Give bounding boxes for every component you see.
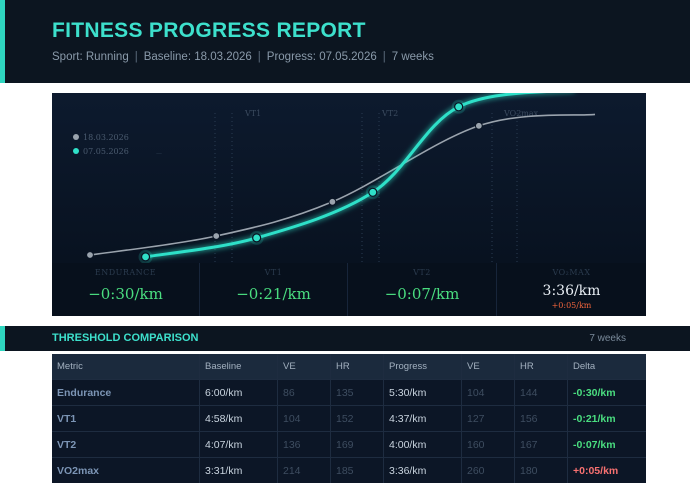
section-accent-bar — [0, 326, 5, 351]
section-title: THRESHOLD COMPARISON — [52, 332, 199, 344]
baseline-point — [328, 197, 337, 206]
cell-ve-baseline: 86 — [278, 380, 331, 406]
stat-value: −0:07/km — [384, 285, 460, 303]
delta-stats-row: ENDURANCE −0:30/km VT1 −0:21/km VT2 −0:0… — [52, 263, 646, 316]
stat-vo2max: VO₂MAX 3:36/km +0:05/km — [497, 263, 646, 316]
col-header-metric: Metric — [52, 354, 200, 380]
threshold-table: Metric Baseline VE HR Progress VE HR Del… — [52, 354, 646, 483]
baseline-date: Baseline: 18.03.2026 — [143, 51, 252, 63]
stat-label: VO₂MAX — [552, 268, 591, 277]
cell-metric: VT1 — [52, 406, 200, 432]
cell-hr-baseline: 169 — [331, 432, 384, 458]
stat-value: −0:21/km — [236, 285, 311, 303]
cell-delta: -0:07/km — [573, 439, 616, 451]
cell-hr-progress: 180 — [515, 458, 568, 483]
report-header: FITNESS PROGRESS REPORT Sport: Running | B… — [0, 0, 690, 83]
progress-point — [140, 252, 151, 262]
cell-hr-baseline: 152 — [331, 406, 384, 432]
zone-label: VT1 — [244, 109, 261, 118]
stat-label: ENDURANCE — [94, 268, 157, 277]
cell-progress: 3:36/km — [384, 458, 462, 483]
cell-delta: +0:05/km — [573, 465, 619, 477]
legend-baseline-swatch — [73, 134, 79, 140]
cell-delta: -0:21/km — [573, 413, 616, 425]
progress-point — [252, 233, 262, 243]
col-header-hr: HR — [515, 354, 568, 380]
cell-ve-baseline: 104 — [278, 406, 331, 432]
cell-hr-baseline: 185 — [331, 458, 384, 483]
cell-baseline: 3:31/km — [200, 458, 278, 483]
table-row: Endurance 6:00/km 86 135 5:30/km 104 144 -0:30/… — [52, 380, 646, 406]
threshold-comparison-bar: THRESHOLD COMPARISON 7 weeks — [0, 326, 690, 351]
cell-ve-progress: 160 — [462, 432, 515, 458]
progress-point — [368, 187, 378, 197]
cell-progress: 5:30/km — [384, 380, 462, 406]
col-header-progress: Progress — [384, 354, 462, 380]
cell-baseline: 4:07/km — [200, 432, 278, 458]
legend-progress-label: 07.05.2026 — [83, 147, 129, 156]
cell-hr-progress: 167 — [515, 432, 568, 458]
col-header-delta: Delta — [573, 361, 596, 372]
cell-ve-baseline: 214 — [278, 458, 331, 483]
cell-ve-progress: 104 — [462, 380, 515, 406]
cell-ve-progress: 127 — [462, 406, 515, 432]
duration-label: 7 weeks — [391, 51, 434, 63]
cell-progress: 4:37/km — [384, 406, 462, 432]
baseline-point — [86, 251, 94, 259]
baseline-point — [212, 232, 221, 240]
stat-subvalue: +0:05/km — [551, 301, 592, 310]
stat-endurance: ENDURANCE −0:30/km — [52, 263, 200, 316]
table-row: VT2 4:07/km 136 169 4:00/km 160 167 -0:07/km — [52, 432, 646, 458]
legend-extra: — — [156, 150, 162, 157]
legend-progress-swatch — [73, 148, 79, 154]
stat-label: VT1 — [264, 268, 283, 277]
col-header-baseline: Baseline — [200, 354, 278, 380]
sport-label: Sport: Running — [52, 51, 129, 63]
cell-hr-progress: 144 — [515, 380, 568, 406]
zone-label: VT2 — [381, 109, 398, 118]
table-row: VT1 4:58/km 104 152 4:37/km 127 156 -0:21/km — [52, 406, 646, 432]
zone-label: VO2max — [503, 109, 539, 118]
section-duration: 7 weeks — [589, 333, 626, 344]
cell-hr-baseline: 135 — [331, 380, 384, 406]
report-title: FITNESS PROGRESS REPORT — [52, 19, 366, 42]
progress-date: Progress: 07.05.2026 — [266, 51, 377, 63]
table-row: VO2max 3:31/km 214 185 3:36/km 260 180 +0:05/km — [52, 458, 646, 483]
table-header-row: Metric Baseline VE HR Progress VE HR Del… — [52, 354, 646, 380]
cell-metric: VO2max — [52, 458, 200, 483]
stat-vt2: VT2 −0:07/km — [348, 263, 497, 316]
cell-progress: 4:00/km — [384, 432, 462, 458]
cell-hr-progress: 156 — [515, 406, 568, 432]
progress-point — [454, 102, 464, 112]
stat-label: VT2 — [413, 268, 431, 277]
cell-ve-baseline: 136 — [278, 432, 331, 458]
cell-metric: VT2 — [52, 432, 200, 458]
cell-delta: -0:30/km — [573, 387, 616, 399]
stat-vt1: VT1 −0:21/km — [200, 263, 348, 316]
stat-value: 3:36/km — [542, 283, 601, 299]
stat-value: −0:30/km — [88, 285, 163, 303]
header-accent-bar — [0, 0, 5, 83]
col-header-hr: HR — [331, 354, 384, 380]
cell-metric: Endurance — [52, 380, 200, 406]
baseline-point — [474, 121, 483, 130]
legend-baseline-label: 18.03.2026 — [83, 133, 129, 142]
report-subtitle: Sport: Running | Baseline: 18.03.2026 | Prog… — [52, 51, 434, 63]
col-header-ve: VE — [278, 354, 331, 380]
cell-ve-progress: 260 — [462, 458, 515, 483]
chart-svg: VT1 VT2 VO2max 18.03.2026 07.05.2026 — — [52, 93, 646, 264]
cell-baseline: 4:58/km — [200, 406, 278, 432]
cell-baseline: 6:00/km — [200, 380, 278, 406]
col-header-ve: VE — [462, 354, 515, 380]
